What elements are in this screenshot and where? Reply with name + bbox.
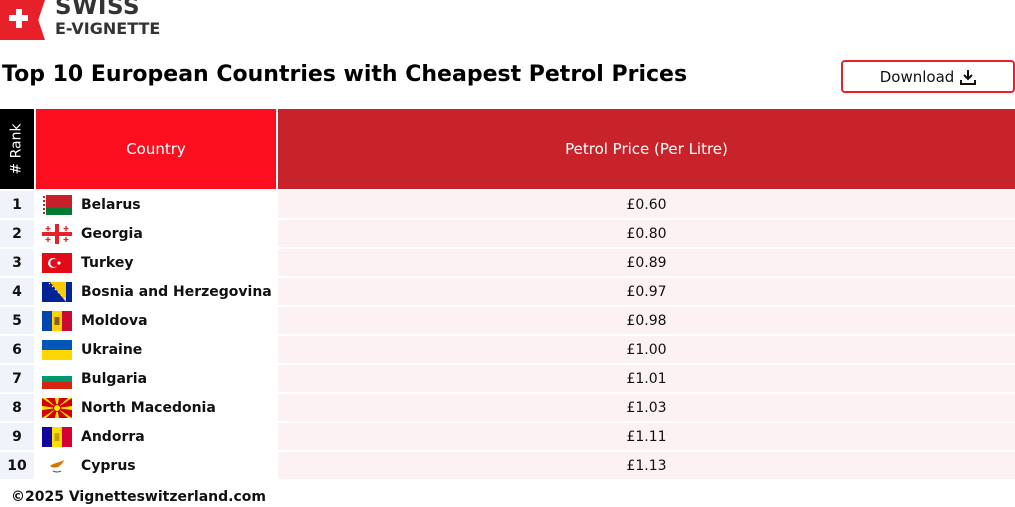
country-cell: Bulgaria xyxy=(36,365,276,392)
country-cell: Georgia xyxy=(36,220,276,247)
logo-line1: SWISS xyxy=(55,0,141,20)
country-name: Cyprus xyxy=(81,457,136,474)
price-cell: £1.00 xyxy=(278,336,1015,363)
table-row: 7 Bulgaria £1.01 xyxy=(0,365,1015,392)
download-button[interactable]: Download xyxy=(841,60,1015,93)
logo-line2: E-VIGNETTE xyxy=(55,18,161,38)
price-cell: £0.60 xyxy=(278,191,1015,218)
rank-cell: 4 xyxy=(0,278,34,305)
price-cell: £1.01 xyxy=(278,365,1015,392)
rank-cell: 8 xyxy=(0,394,34,421)
turkey-flag-icon xyxy=(42,252,72,273)
table-row: 9 Andorra £1.11 xyxy=(0,423,1015,450)
table-row: 8 North Macedonia £1.03 xyxy=(0,394,1015,421)
price-cell: £1.03 xyxy=(278,394,1015,421)
belarus-flag-icon xyxy=(42,194,72,215)
country-cell: Bosnia and Herzegovina xyxy=(36,278,276,305)
country-name: Andorra xyxy=(81,428,145,445)
header-price: Petrol Price (Per Litre) xyxy=(278,109,1015,189)
table-row: 6 Ukraine £1.00 xyxy=(0,336,1015,363)
rank-cell: 9 xyxy=(0,423,34,450)
andorra-flag-icon xyxy=(42,426,72,447)
country-name: Bosnia and Herzegovina xyxy=(81,283,272,300)
rank-cell: 3 xyxy=(0,249,34,276)
rank-cell: 6 xyxy=(0,336,34,363)
macedonia-flag-icon xyxy=(42,397,72,418)
country-cell: North Macedonia xyxy=(36,394,276,421)
page-title: Top 10 European Countries with Cheapest … xyxy=(2,62,688,87)
header-country: Country xyxy=(36,109,276,189)
country-name: Ukraine xyxy=(81,341,143,358)
country-cell: Turkey xyxy=(36,249,276,276)
table-row: 4 Bosnia and Herzegovina £0.97 xyxy=(0,278,1015,305)
swiss-flag-icon xyxy=(0,0,45,40)
price-cell: £0.98 xyxy=(278,307,1015,334)
country-name: Turkey xyxy=(81,254,134,271)
table-row: 10 Cyprus £1.13 xyxy=(0,452,1015,479)
footer-copyright: ©2025 Vignetteswitzerland.com xyxy=(11,489,266,505)
rank-cell: 10 xyxy=(0,452,34,479)
petrol-price-table: # Rank Country Petrol Price (Per Litre) … xyxy=(0,109,1015,479)
country-cell: Ukraine xyxy=(36,336,276,363)
price-cell: £0.80 xyxy=(278,220,1015,247)
price-cell: £0.89 xyxy=(278,249,1015,276)
country-cell: Moldova xyxy=(36,307,276,334)
table-header: # Rank Country Petrol Price (Per Litre) xyxy=(0,109,1015,189)
moldova-flag-icon xyxy=(42,310,72,331)
country-name: Georgia xyxy=(81,225,143,242)
download-icon xyxy=(960,69,977,85)
country-name: Bulgaria xyxy=(81,370,148,387)
bosnia-flag-icon xyxy=(42,281,72,302)
price-cell: £1.11 xyxy=(278,423,1015,450)
country-cell: Belarus xyxy=(36,191,276,218)
country-cell: Andorra xyxy=(36,423,276,450)
rank-cell: 7 xyxy=(0,365,34,392)
price-cell: £1.13 xyxy=(278,452,1015,479)
cyprus-flag-icon xyxy=(42,455,72,476)
download-label: Download xyxy=(879,67,955,86)
price-cell: £0.97 xyxy=(278,278,1015,305)
georgia-flag-icon xyxy=(42,223,72,244)
table-row: 5 Moldova £0.98 xyxy=(0,307,1015,334)
ukraine-flag-icon xyxy=(42,339,72,360)
country-name: Moldova xyxy=(81,312,148,329)
header-rank: # Rank xyxy=(0,109,34,189)
rank-cell: 5 xyxy=(0,307,34,334)
country-name: Belarus xyxy=(81,196,141,213)
country-name: North Macedonia xyxy=(81,399,216,416)
table-row: 1 Belarus £0.60 xyxy=(0,191,1015,218)
logo: SWISS E-VIGNETTE xyxy=(0,0,160,40)
table-row: 3 Turkey £0.89 xyxy=(0,249,1015,276)
rank-cell: 1 xyxy=(0,191,34,218)
table-row: 2 Georgia £0.80 xyxy=(0,220,1015,247)
rank-cell: 2 xyxy=(0,220,34,247)
country-cell: Cyprus xyxy=(36,452,276,479)
bulgaria-flag-icon xyxy=(42,368,72,389)
